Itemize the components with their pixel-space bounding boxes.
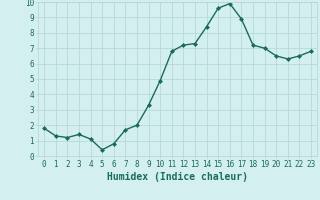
X-axis label: Humidex (Indice chaleur): Humidex (Indice chaleur) bbox=[107, 172, 248, 182]
